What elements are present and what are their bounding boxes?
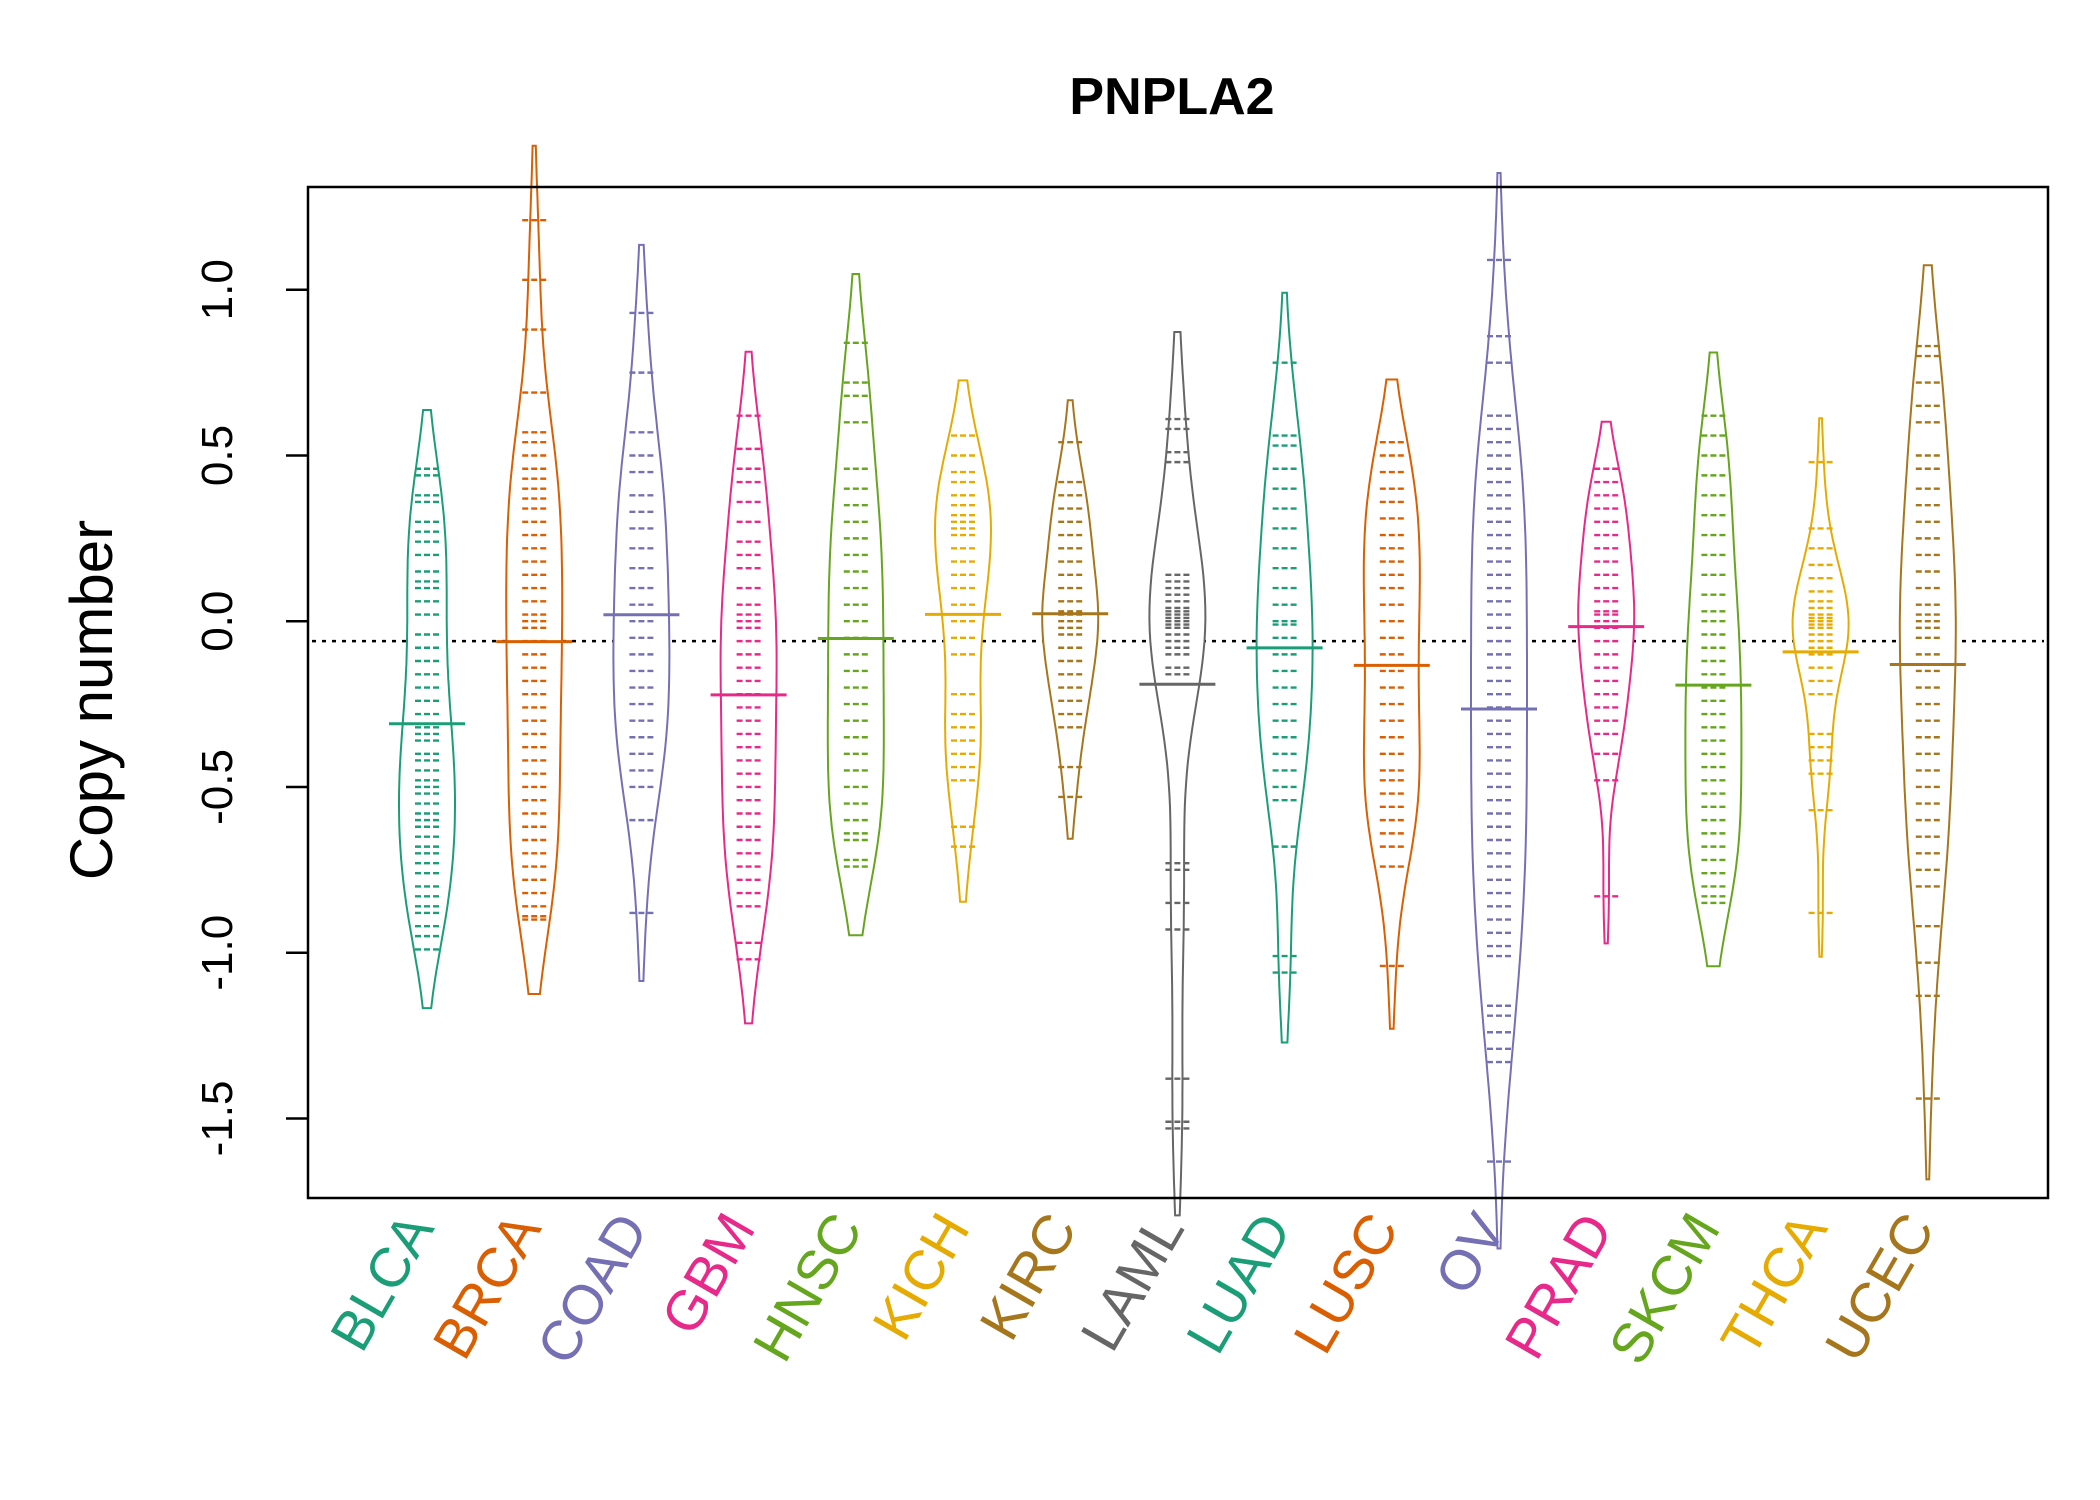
- y-axis: 1.0 0.5 0.0 -0.5 -1.0 -1.5: [193, 259, 308, 1156]
- bean-density: [719, 350, 778, 1025]
- y-tick-label: -1.0: [193, 915, 242, 991]
- y-tick-label: 0.0: [193, 591, 242, 652]
- bean-density: [1577, 420, 1636, 945]
- beans-layer: [389, 144, 1966, 1250]
- category-label-skcm: SKCM: [1596, 1203, 1731, 1375]
- chart-title: PNPLA2: [1069, 68, 1274, 126]
- bean-skcm: [1675, 351, 1752, 968]
- bean-gbm: [710, 350, 787, 1025]
- plot-frame: [306, 185, 2050, 1200]
- bean-density: [505, 144, 564, 995]
- bean-hnsc: [817, 273, 894, 937]
- bean-brca: [496, 144, 573, 995]
- bean-ov: [1461, 172, 1537, 1250]
- y-tick-label: 1.0: [193, 259, 242, 320]
- y-axis-label: Copy number: [58, 520, 125, 880]
- bean-lusc: [1353, 378, 1430, 1030]
- bean-density: [1470, 172, 1528, 1250]
- y-tick-label: -1.5: [193, 1081, 242, 1157]
- category-label-coad: COAD: [524, 1203, 659, 1375]
- bean-density: [933, 379, 993, 903]
- bean-coad: [603, 243, 680, 982]
- y-tick-label: 0.5: [193, 425, 242, 486]
- category-label-luad: LUAD: [1174, 1203, 1303, 1364]
- category-label-ov: OV: [1422, 1202, 1517, 1304]
- bean-kich: [925, 379, 1001, 903]
- bean-blca: [389, 409, 465, 1010]
- bean-density: [1255, 291, 1314, 1044]
- bean-density: [1684, 351, 1743, 968]
- bean-thca: [1782, 417, 1859, 958]
- bean-luad: [1246, 291, 1323, 1044]
- bean-kirc: [1032, 399, 1109, 840]
- bean-density: [1041, 399, 1100, 840]
- category-label-hnsc: HNSC: [740, 1203, 874, 1372]
- bean-ucec: [1889, 264, 1966, 1181]
- y-tick-label: -0.5: [193, 749, 242, 825]
- category-label-lusc: LUSC: [1281, 1203, 1410, 1364]
- bean-density: [1898, 264, 1957, 1181]
- category-label-laml: LAML: [1068, 1203, 1196, 1361]
- bean-density: [1148, 331, 1207, 1217]
- bean-prad: [1568, 420, 1645, 945]
- bean-density: [398, 409, 456, 1010]
- category-label-ucec: UCEC: [1812, 1203, 1946, 1372]
- bean-density: [1791, 417, 1850, 958]
- category-label-kich: KICH: [860, 1203, 981, 1350]
- bean-laml: [1139, 331, 1216, 1217]
- bean-density: [612, 243, 671, 982]
